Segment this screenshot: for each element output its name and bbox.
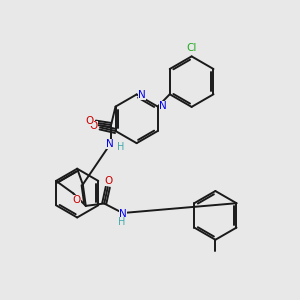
Text: N: N bbox=[138, 90, 146, 100]
Text: O: O bbox=[85, 116, 94, 126]
Text: N: N bbox=[159, 101, 167, 111]
Text: H: H bbox=[117, 142, 124, 152]
Text: N: N bbox=[119, 208, 127, 219]
Text: N: N bbox=[106, 140, 113, 149]
Text: H: H bbox=[118, 217, 126, 227]
Text: O: O bbox=[89, 121, 98, 131]
Text: Cl: Cl bbox=[186, 43, 197, 53]
Text: O: O bbox=[105, 176, 113, 186]
Text: O: O bbox=[73, 195, 81, 205]
